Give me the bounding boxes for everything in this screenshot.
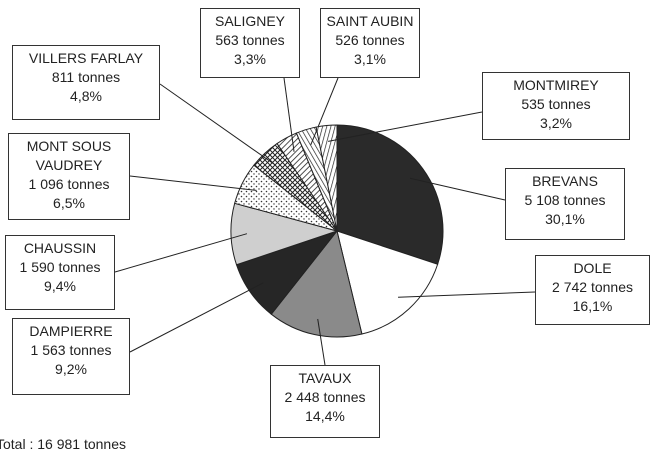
leader-line: [159, 83, 276, 166]
slice-pattern: [277, 133, 337, 231]
leader-line: [283, 77, 295, 152]
pie-slice: [336, 124, 444, 265]
leader-line: [129, 282, 264, 353]
leader-line: [310, 77, 339, 145]
label-name: MONTMIREY: [513, 77, 599, 93]
label-percent: 3,3%: [234, 51, 266, 67]
pie-slice: [336, 230, 439, 335]
slice-label: MONTMIREY 535 tonnes 3,2%: [482, 72, 630, 140]
slice-label: VILLERS FARLAY 811 tonnes 4,8%: [12, 45, 160, 120]
label-name: SAINT AUBIN: [326, 13, 414, 29]
slice-label: MONT SOUS VAUDREY 1 096 tonnes 6,5%: [8, 133, 130, 220]
pie-slice: [270, 229, 363, 338]
leader-line: [409, 177, 506, 201]
slice-label: TAVAUX 2 448 tonnes 14,4%: [270, 365, 380, 438]
label-value: 2 448 tonnes: [284, 389, 366, 405]
label-name: BREVANS: [532, 173, 598, 189]
slice-pattern: [234, 165, 337, 231]
slice-label: DAMPIERRE 1 563 tonnes 9,2%: [12, 318, 130, 395]
label-value: 535 tonnes: [521, 96, 591, 112]
label-name: DAMPIERRE: [29, 323, 113, 339]
slice-label: SALIGNEY 563 tonnes 3,3%: [200, 8, 300, 78]
label-value: 5 108 tonnes: [524, 192, 606, 208]
label-name: VILLERS FARLAY: [28, 50, 144, 66]
label-value: 1 096 tonnes: [28, 176, 110, 192]
label-percent: 16,1%: [572, 298, 613, 314]
slice-label: BREVANS 5 108 tonnes 30,1%: [505, 168, 625, 240]
slice-pattern: [316, 125, 337, 231]
label-name: SALIGNEY: [214, 13, 286, 29]
label-value: 563 tonnes: [215, 32, 285, 48]
label-percent: 9,4%: [44, 278, 76, 294]
label-name: TAVAUX: [298, 370, 352, 386]
slice-pattern: [296, 127, 337, 231]
slice-label: DOLE 2 742 tonnes 16,1%: [535, 255, 650, 325]
label-value: 2 742 tonnes: [552, 279, 633, 295]
label-value: 811 tonnes: [51, 69, 121, 85]
label-value: 1 590 tonnes: [19, 259, 101, 275]
leader-line: [129, 175, 257, 191]
label-value: 526 tonnes: [335, 32, 405, 48]
slice-label: CHAUSSIN 1 590 tonnes 9,4%: [5, 235, 115, 310]
label-percent: 3,1%: [354, 51, 386, 67]
label-percent: 14,4%: [305, 408, 345, 424]
label-value: 1 563 tonnes: [30, 342, 112, 358]
label-percent: 4,8%: [70, 88, 102, 104]
label-name: MONT SOUS VAUDREY: [26, 138, 112, 173]
leader-line: [328, 111, 483, 142]
total-label: Total : 16 981 tonnes: [0, 436, 126, 452]
label-name: DOLE: [573, 260, 612, 276]
slice-label: SAINT AUBIN 526 tonnes 3,1%: [320, 8, 420, 78]
label-percent: 3,2%: [540, 115, 572, 131]
label-name: CHAUSSIN: [23, 240, 97, 256]
leader-line: [317, 318, 326, 366]
leader-line: [114, 233, 248, 273]
slice-pattern: [253, 143, 337, 231]
label-percent: 9,2%: [55, 361, 87, 377]
label-percent: 30,1%: [545, 211, 585, 227]
label-percent: 6,5%: [53, 195, 85, 211]
leader-line: [398, 291, 536, 298]
